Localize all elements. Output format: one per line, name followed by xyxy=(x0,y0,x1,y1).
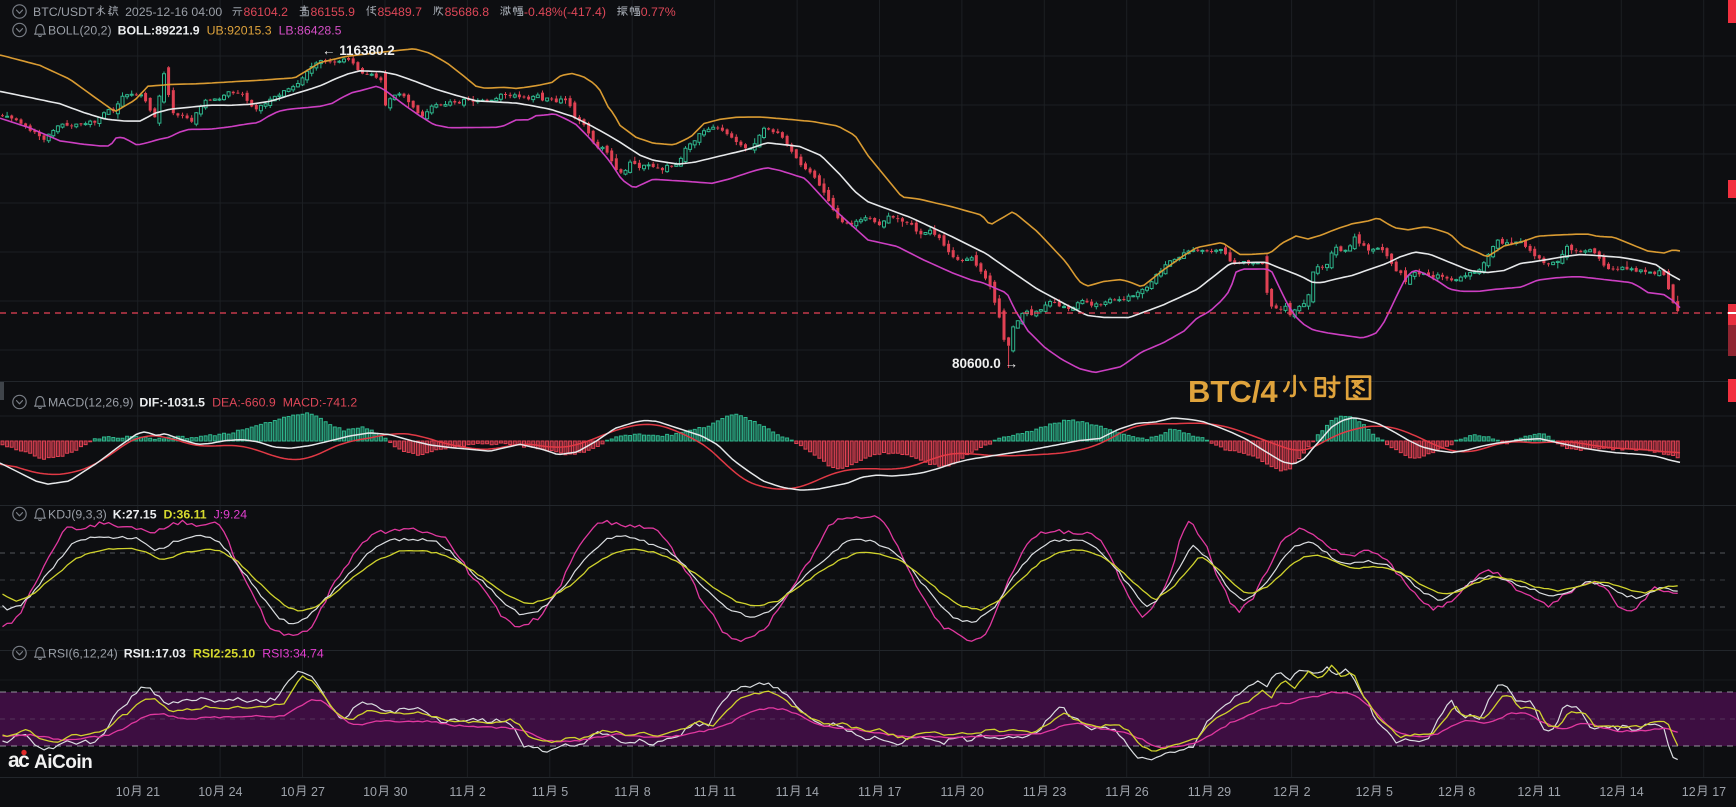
svg-text:UB:92015.3: UB:92015.3 xyxy=(207,24,272,38)
svg-text:2025-12-16 04:00: 2025-12-16 04:00 xyxy=(125,5,222,19)
svg-text:LB:86428.5: LB:86428.5 xyxy=(279,24,342,38)
svg-text:MACD:-741.2: MACD:-741.2 xyxy=(283,396,358,410)
svg-text:0.77%: 0.77% xyxy=(641,5,676,19)
svg-text:10: 10 xyxy=(281,785,295,799)
svg-text:11: 11 xyxy=(614,785,627,799)
svg-text:11: 11 xyxy=(1548,785,1561,799)
svg-text:BTC/4: BTC/4 xyxy=(1188,374,1278,409)
svg-text:21: 21 xyxy=(146,785,160,799)
svg-text:86104.2: 86104.2 xyxy=(244,5,289,19)
svg-text:BOLL(20,2): BOLL(20,2) xyxy=(48,24,112,38)
svg-text:ac: ac xyxy=(8,749,30,772)
svg-text:12: 12 xyxy=(1682,785,1696,799)
svg-text:11: 11 xyxy=(941,785,954,799)
svg-text:85489.7: 85489.7 xyxy=(378,5,423,19)
svg-text:14: 14 xyxy=(1630,785,1644,799)
svg-text:14: 14 xyxy=(805,785,819,799)
svg-text:5: 5 xyxy=(561,785,568,799)
svg-text:30: 30 xyxy=(394,785,408,799)
svg-text:K:27.15: K:27.15 xyxy=(113,508,157,522)
svg-text:11: 11 xyxy=(723,785,736,799)
svg-text:12: 12 xyxy=(1273,785,1287,799)
svg-text:20: 20 xyxy=(970,785,984,799)
svg-text:12: 12 xyxy=(1517,785,1531,799)
svg-text:85686.8: 85686.8 xyxy=(445,5,490,19)
svg-text:D:36.11: D:36.11 xyxy=(164,508,207,522)
svg-text:DEA:-660.9: DEA:-660.9 xyxy=(212,396,276,410)
svg-text:86155.9: 86155.9 xyxy=(311,5,356,19)
svg-text:11: 11 xyxy=(858,785,871,799)
svg-text:← 116380.2: ← 116380.2 xyxy=(322,43,395,58)
svg-text:8: 8 xyxy=(644,785,651,799)
svg-text:RSI(6,12,24): RSI(6,12,24) xyxy=(48,647,118,661)
svg-text:RSI3:34.74: RSI3:34.74 xyxy=(262,647,324,661)
svg-text:5: 5 xyxy=(1386,785,1393,799)
svg-text:DIF:-1031.5: DIF:-1031.5 xyxy=(139,396,205,410)
svg-text:11: 11 xyxy=(532,785,545,799)
svg-text:12: 12 xyxy=(1356,785,1370,799)
svg-text:AiCoin: AiCoin xyxy=(34,752,92,773)
svg-text:RSI2:25.10: RSI2:25.10 xyxy=(193,647,255,661)
svg-text:2: 2 xyxy=(479,785,486,799)
svg-text:8: 8 xyxy=(1468,785,1475,799)
svg-text:29: 29 xyxy=(1217,785,1231,799)
svg-text:KDJ(9,3,3): KDJ(9,3,3) xyxy=(48,508,107,522)
svg-text:27: 27 xyxy=(311,785,325,799)
svg-text:BTC/USDT: BTC/USDT xyxy=(33,5,95,19)
svg-text:11: 11 xyxy=(1188,785,1201,799)
svg-text:17: 17 xyxy=(888,785,902,799)
svg-text:BOLL:89221.9: BOLL:89221.9 xyxy=(118,24,200,38)
svg-text:11: 11 xyxy=(694,785,707,799)
svg-text:11: 11 xyxy=(1105,785,1118,799)
svg-text:24: 24 xyxy=(229,785,243,799)
svg-text:26: 26 xyxy=(1135,785,1149,799)
svg-text:RSI1:17.03: RSI1:17.03 xyxy=(124,647,186,661)
svg-text:10: 10 xyxy=(363,785,377,799)
svg-text:10: 10 xyxy=(198,785,212,799)
svg-text:-0.48%(-417.4): -0.48%(-417.4) xyxy=(524,5,606,19)
svg-text:12: 12 xyxy=(1438,785,1452,799)
svg-text:17: 17 xyxy=(1712,785,1726,799)
svg-text:11: 11 xyxy=(449,785,462,799)
svg-text:11: 11 xyxy=(776,785,789,799)
svg-text:12: 12 xyxy=(1599,785,1613,799)
svg-text:2: 2 xyxy=(1304,785,1311,799)
svg-text:J:9.24: J:9.24 xyxy=(214,508,248,522)
svg-text:MACD(12,26,9): MACD(12,26,9) xyxy=(48,396,133,410)
svg-text:80600.0 →: 80600.0 → xyxy=(952,356,1018,371)
svg-text:11: 11 xyxy=(1023,785,1036,799)
svg-text:23: 23 xyxy=(1052,785,1066,799)
svg-text:10: 10 xyxy=(116,785,130,799)
